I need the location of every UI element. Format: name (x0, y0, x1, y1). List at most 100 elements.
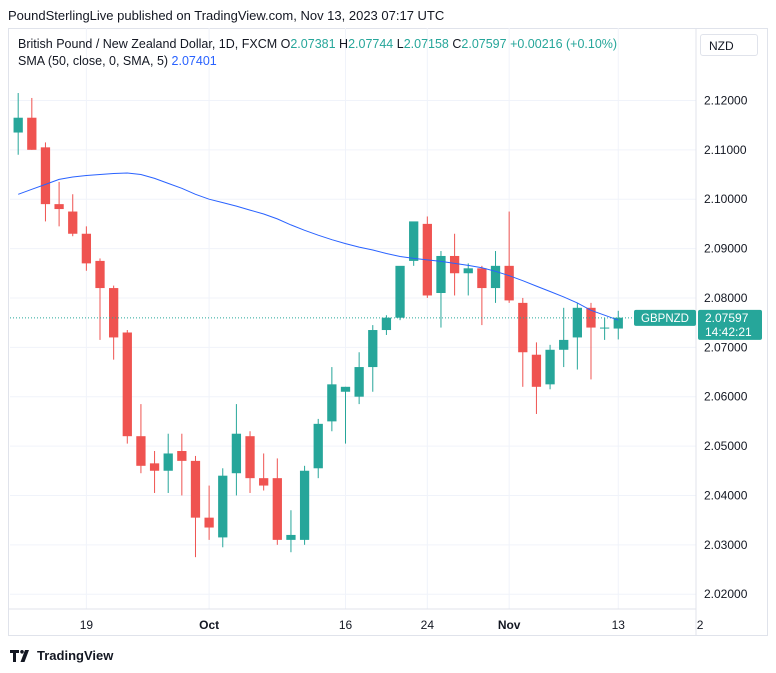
candle-body (190, 460, 201, 518)
candle[interactable] (81, 226, 92, 271)
price-axis: 2.12000 2.11000 2.10000 2.09000 2.08000 2.070… (704, 93, 748, 601)
candle[interactable] (272, 458, 282, 545)
candle-body (286, 534, 296, 540)
candle-body (340, 386, 351, 392)
candle-body (27, 117, 37, 150)
tradingview-footer[interactable]: TradingView (10, 648, 113, 663)
candle[interactable] (245, 431, 255, 493)
candle-body (204, 517, 214, 528)
price-tick-label: 2.03000 (704, 538, 748, 552)
tradingview-brand: TradingView (37, 648, 114, 663)
candle-body (572, 307, 582, 338)
symbol-title[interactable]: British Pound / New Zealand Dollar, 1D, … (18, 37, 278, 51)
candle-body (136, 436, 146, 466)
candle[interactable] (40, 142, 51, 222)
candle[interactable] (68, 194, 78, 237)
candle[interactable] (381, 315, 392, 335)
candles-group (13, 93, 623, 558)
candle[interactable] (477, 265, 487, 326)
candle[interactable] (354, 352, 364, 405)
candle[interactable] (422, 216, 432, 298)
candle-body (272, 478, 282, 540)
candle[interactable] (613, 310, 623, 340)
candle[interactable] (518, 297, 528, 387)
candle[interactable] (559, 307, 569, 368)
candle[interactable] (27, 97, 37, 150)
low-value: 2.07158 (403, 37, 449, 51)
candle-body (368, 330, 378, 368)
candle[interactable] (218, 468, 228, 548)
price-tick-label: 2.08000 (704, 291, 748, 305)
candle[interactable] (204, 485, 214, 540)
sma-label[interactable]: SMA (50, close, 0, SMA, 5) (18, 54, 169, 68)
candle-body (81, 233, 92, 264)
time-tick-label: 16 (339, 618, 353, 632)
time-tick-label: 24 (421, 618, 435, 632)
ohlc-row: British Pound / New Zealand Dollar, 1D, … (18, 36, 617, 53)
price-badge-countdown: 14:42:21 (705, 325, 752, 339)
candle-body (531, 354, 542, 387)
time-tick-label: 19 (80, 618, 94, 632)
candle-body (395, 265, 405, 318)
candle[interactable] (490, 251, 501, 303)
candle[interactable] (231, 404, 242, 496)
open-value: 2.07381 (290, 37, 336, 51)
candle[interactable] (13, 93, 23, 155)
candle[interactable] (449, 233, 460, 296)
candle[interactable] (163, 433, 173, 493)
candle[interactable] (299, 465, 310, 545)
candle-body (95, 260, 105, 289)
candle[interactable] (599, 317, 610, 340)
price-tick-label: 2.07000 (704, 340, 748, 354)
candle-body (122, 332, 132, 437)
candle[interactable] (463, 263, 473, 296)
candle[interactable] (368, 325, 378, 392)
candle-body (545, 349, 555, 385)
candle[interactable] (190, 455, 201, 558)
candle[interactable] (395, 265, 405, 321)
price-tick-label: 2.05000 (704, 439, 748, 453)
chart-frame (8, 28, 768, 636)
currency-button[interactable]: NZD (700, 34, 758, 56)
candle-body (409, 221, 419, 261)
candle[interactable] (109, 285, 119, 360)
price-tick-label: 2.10000 (704, 192, 748, 206)
candle[interactable] (340, 386, 351, 444)
candle[interactable] (436, 251, 446, 328)
candle[interactable] (531, 342, 542, 414)
time-tick-label: 13 (612, 618, 626, 632)
price-badge-value: 2.07597 (705, 311, 749, 325)
candle[interactable] (259, 453, 269, 491)
candle[interactable] (327, 367, 337, 432)
close-value: 2.07597 (461, 37, 507, 51)
sma-value: 2.07401 (171, 54, 217, 68)
candle-body (449, 255, 460, 274)
time-tick-label: Oct (199, 618, 219, 632)
price-tick-label: 2.02000 (704, 587, 748, 601)
candle[interactable] (313, 418, 323, 479)
candle-body (613, 317, 623, 329)
candle[interactable] (54, 181, 64, 227)
candle[interactable] (572, 302, 582, 370)
price-tick-label: 2.12000 (704, 93, 748, 107)
candle[interactable] (95, 258, 105, 340)
candle-body (40, 147, 51, 205)
candle[interactable] (286, 510, 296, 553)
candle[interactable] (122, 330, 132, 444)
time-tick-label: Nov (498, 618, 521, 632)
candle-body (436, 255, 446, 293)
low-label: L (396, 37, 404, 51)
price-badge: 2.07597 14:42:21 (698, 309, 762, 340)
candle[interactable] (586, 302, 596, 380)
time-axis: 19 Oct 16 24 Nov 13 2 (80, 618, 704, 632)
candle-body (599, 327, 610, 329)
candle[interactable] (504, 211, 514, 303)
candle[interactable] (177, 433, 187, 496)
candle-body (259, 478, 269, 486)
price-tick-label: 2.09000 (704, 242, 748, 256)
candle[interactable] (149, 451, 160, 493)
candle[interactable] (545, 344, 555, 390)
sma-line (18, 172, 619, 321)
candle[interactable] (136, 404, 146, 474)
